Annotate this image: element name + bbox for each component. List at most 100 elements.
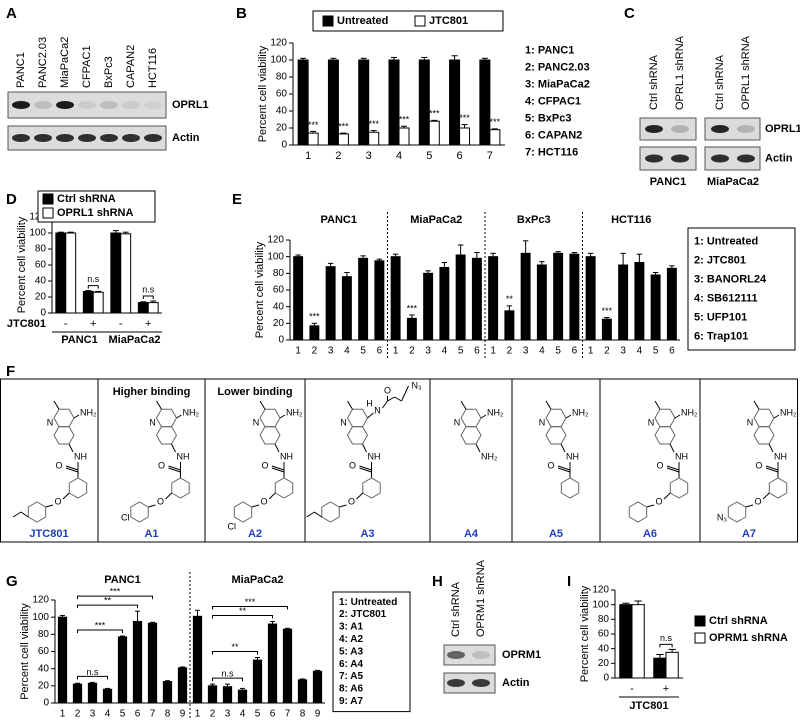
- bracket-label: **: [239, 606, 247, 616]
- bond: [367, 412, 374, 419]
- bracket-label: **: [231, 642, 239, 652]
- bond: [765, 467, 779, 473]
- bracket: [87, 285, 99, 289]
- atom-label: N: [47, 417, 54, 427]
- ring: [171, 477, 190, 499]
- lane-label: Ctrl shRNA: [450, 581, 462, 637]
- bond: [768, 443, 774, 453]
- bond: [339, 504, 347, 508]
- bar: [449, 59, 461, 146]
- bond: [745, 504, 754, 508]
- x-tick-label: 3: [90, 709, 96, 720]
- x-tick-label: 1: [588, 346, 594, 357]
- ring: [628, 501, 648, 523]
- bar: [618, 264, 629, 341]
- lane-label: CAPAN2: [125, 45, 137, 88]
- band: [100, 134, 118, 142]
- x-tick-label: 2: [75, 709, 81, 720]
- y-tick-label: 80: [35, 244, 47, 255]
- x-tick-label: 6: [572, 346, 578, 357]
- legend-swatch: [322, 15, 334, 27]
- bar: [102, 688, 113, 704]
- x-tick-label: 9: [315, 709, 321, 720]
- x-tick-label: 7: [285, 709, 291, 720]
- bar: [282, 628, 293, 704]
- atom-label: NH: [774, 451, 787, 461]
- ring: [460, 408, 482, 428]
- atom-label: O: [349, 460, 356, 470]
- bar: [337, 133, 349, 146]
- bond: [268, 492, 276, 500]
- legend-label: Untreated: [337, 15, 388, 27]
- row-label: OPRL1: [765, 123, 800, 135]
- y-tick-label: 40: [35, 276, 47, 287]
- bracket-label: n.s: [221, 668, 234, 678]
- bar: [307, 132, 319, 146]
- atom-label: O: [656, 460, 663, 470]
- key-entry: 9: A7: [339, 696, 364, 707]
- lane-label: MiaPaCa2: [59, 37, 71, 88]
- x-tick-label: 6: [669, 346, 675, 357]
- bar: [653, 657, 667, 679]
- panel-label: C: [624, 5, 635, 22]
- bond: [165, 492, 173, 500]
- bar: [57, 616, 68, 704]
- panel-title: PANC1: [321, 214, 357, 226]
- x-tick-label: 7: [487, 150, 493, 162]
- bond: [666, 467, 680, 473]
- ring: [346, 426, 369, 445]
- ring: [560, 477, 580, 499]
- x-tick-label: 1: [490, 346, 496, 357]
- band: [737, 154, 755, 163]
- key-entry: 5: UFP101: [694, 311, 747, 323]
- band: [12, 101, 30, 109]
- bar: [520, 252, 531, 341]
- bond: [62, 492, 70, 500]
- key-entry: 1: Untreated: [694, 235, 758, 247]
- bar: [132, 620, 143, 704]
- x-tick-label: 8: [165, 709, 171, 720]
- compound-name: A4: [464, 528, 479, 540]
- ring: [768, 477, 788, 499]
- band: [737, 125, 755, 133]
- bar: [237, 689, 248, 704]
- x-tick-label: 1: [60, 709, 66, 720]
- x-tick-label: 6: [135, 709, 141, 720]
- lane-label: OPRL1 shRNA: [674, 35, 686, 110]
- bar: [72, 683, 83, 704]
- bar: [455, 254, 466, 341]
- bond: [168, 467, 181, 473]
- bond: [773, 414, 780, 419]
- band: [645, 154, 663, 163]
- key-entry: 7: A5: [339, 671, 364, 682]
- bar: [569, 253, 580, 341]
- x-tick-label: 1: [305, 150, 311, 162]
- x-tick-label: 4: [105, 709, 111, 720]
- ring: [53, 426, 75, 445]
- blot: [639, 146, 697, 171]
- x-tick-label: -: [119, 318, 123, 330]
- bond: [669, 443, 675, 453]
- atom-label: N₃: [412, 380, 422, 390]
- x-tick-label: 4: [396, 150, 402, 162]
- band: [78, 101, 96, 109]
- bar: [192, 615, 203, 704]
- significance: ***: [308, 120, 319, 130]
- key-entry: 7: HCT116: [525, 146, 578, 158]
- bar: [553, 252, 564, 341]
- ring: [233, 501, 253, 523]
- band: [447, 651, 465, 659]
- x-tick-label: 5: [458, 346, 464, 357]
- y-tick-label: 60: [276, 89, 288, 100]
- bracket: [212, 605, 288, 610]
- band: [34, 134, 52, 142]
- panel-label: H: [432, 573, 443, 590]
- compound-name: A3: [360, 528, 374, 540]
- ring: [346, 408, 369, 428]
- panel-title: BxPc3: [517, 214, 551, 226]
- bond: [12, 511, 22, 518]
- bar: [374, 260, 385, 341]
- y-tick-label: 80: [276, 72, 288, 83]
- ring: [155, 408, 178, 428]
- x-tick-label: -: [630, 683, 634, 695]
